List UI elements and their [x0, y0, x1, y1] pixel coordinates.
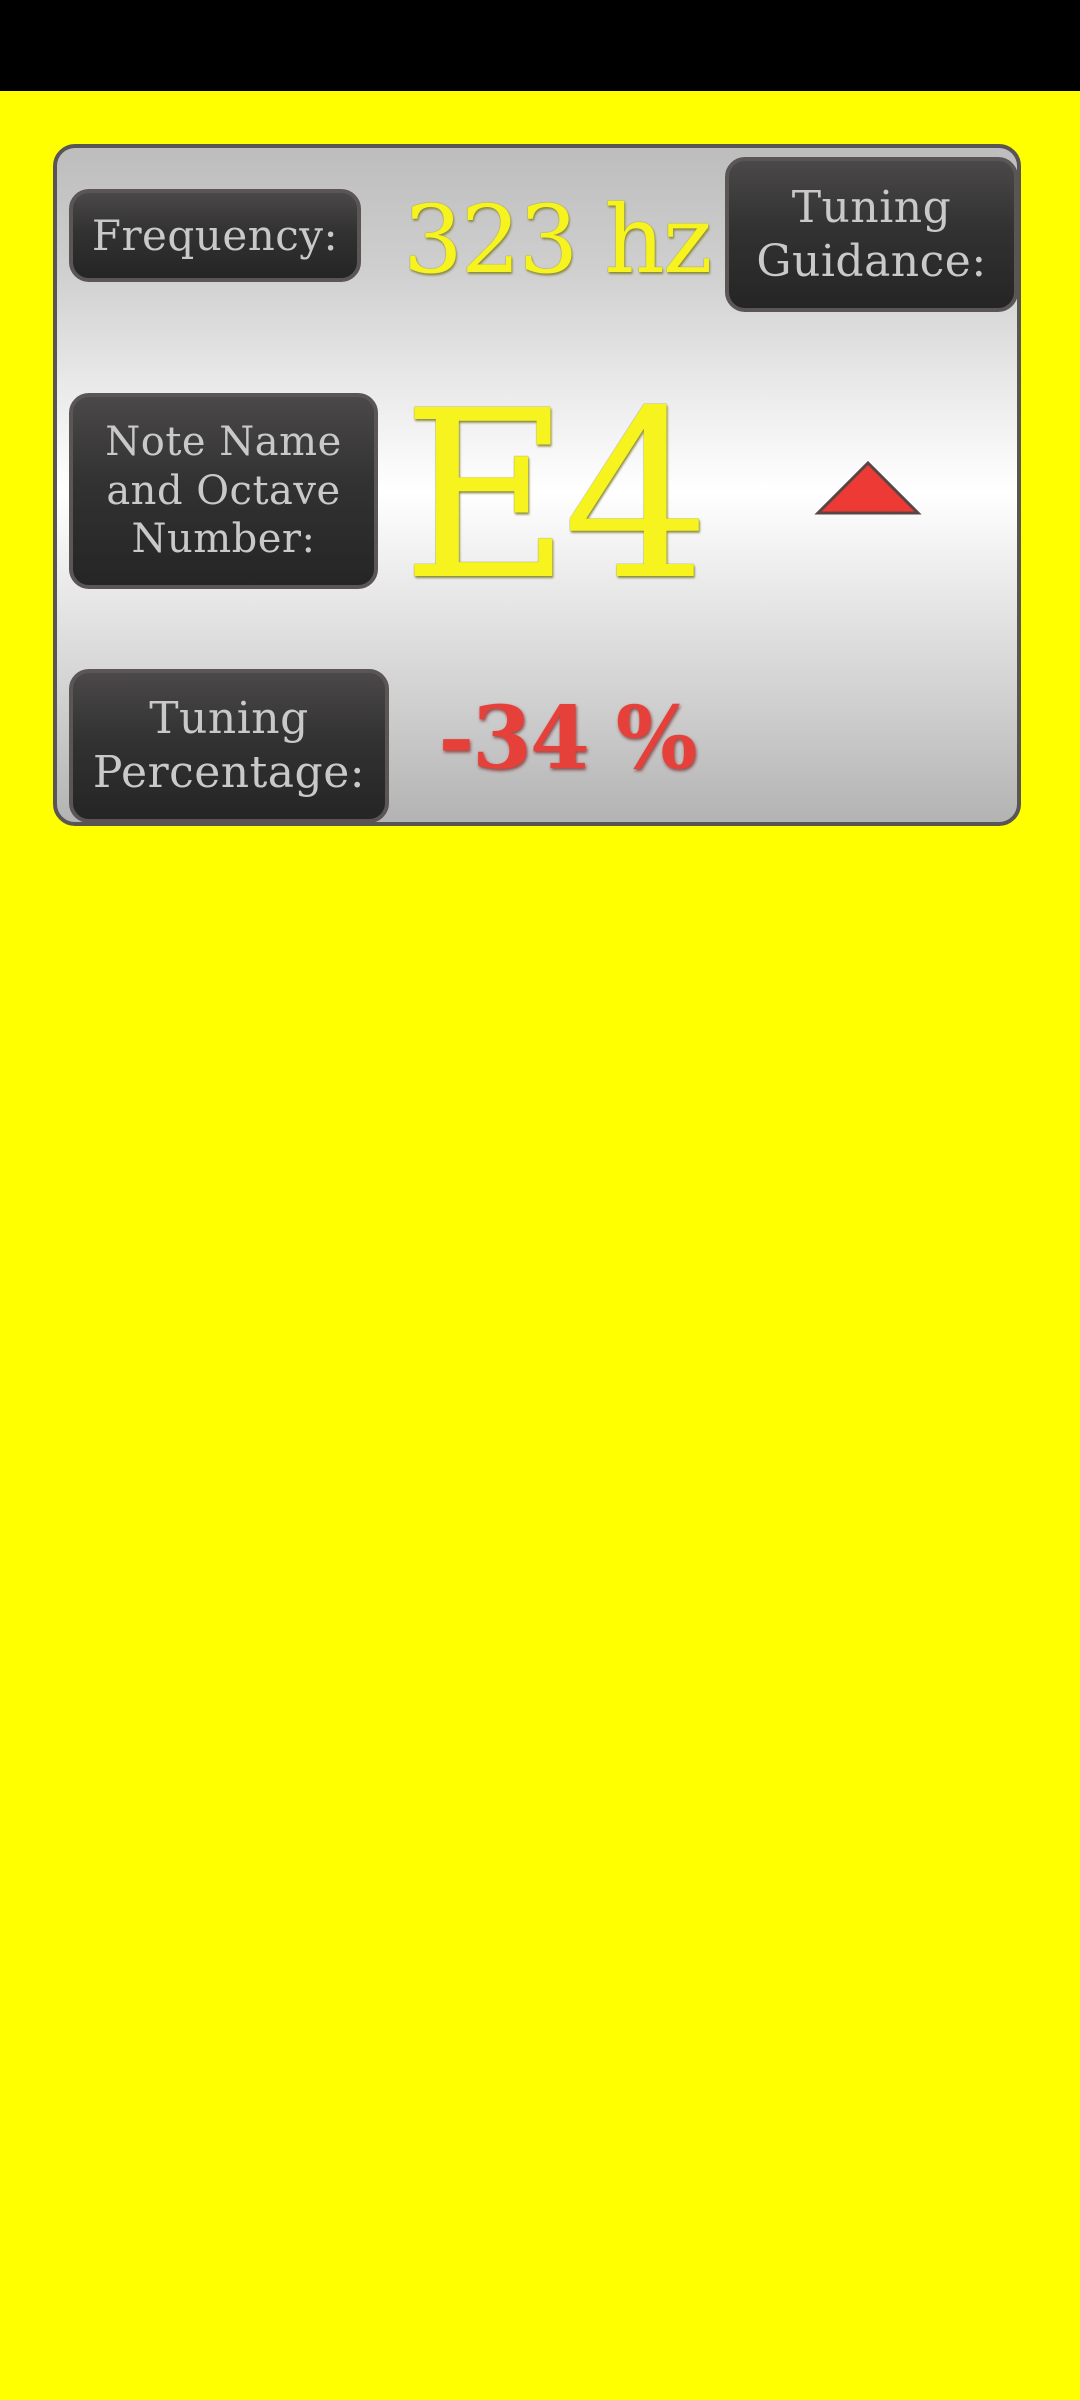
tuning-guidance-label-line-2: Guidance: — [756, 235, 987, 287]
tuning-percentage-label-line-1: Tuning — [149, 693, 309, 745]
frequency-label-text: Frequency: — [91, 210, 339, 260]
note-octave-label-line-3: Number: — [131, 516, 316, 563]
tuning-percentage-label-line-2: Percentage: — [92, 747, 366, 798]
tuning-guidance-label-line-1: Tuning — [791, 181, 952, 233]
tuning-guidance-label: Tuning Guidance: — [725, 157, 1018, 312]
triangle-up-icon — [814, 460, 922, 515]
tuner-panel: Frequency: 323 hz Tuning Guidance: Note … — [53, 144, 1021, 826]
frequency-label: Frequency: — [69, 189, 361, 282]
tuning-direction-indicator — [814, 460, 922, 515]
tuning-percentage-value: -34 % — [438, 688, 697, 789]
tuning-percentage-label: Tuning Percentage: — [69, 669, 389, 823]
frequency-value: 323 hz — [403, 186, 712, 295]
note-octave-label-line-2: and Octave — [106, 467, 341, 514]
note-octave-value: E4 — [401, 361, 711, 631]
status-bar — [0, 0, 1080, 91]
note-octave-label-line-1: Note Name — [105, 418, 342, 465]
note-octave-label: Note Name and Octave Number: — [69, 393, 378, 589]
